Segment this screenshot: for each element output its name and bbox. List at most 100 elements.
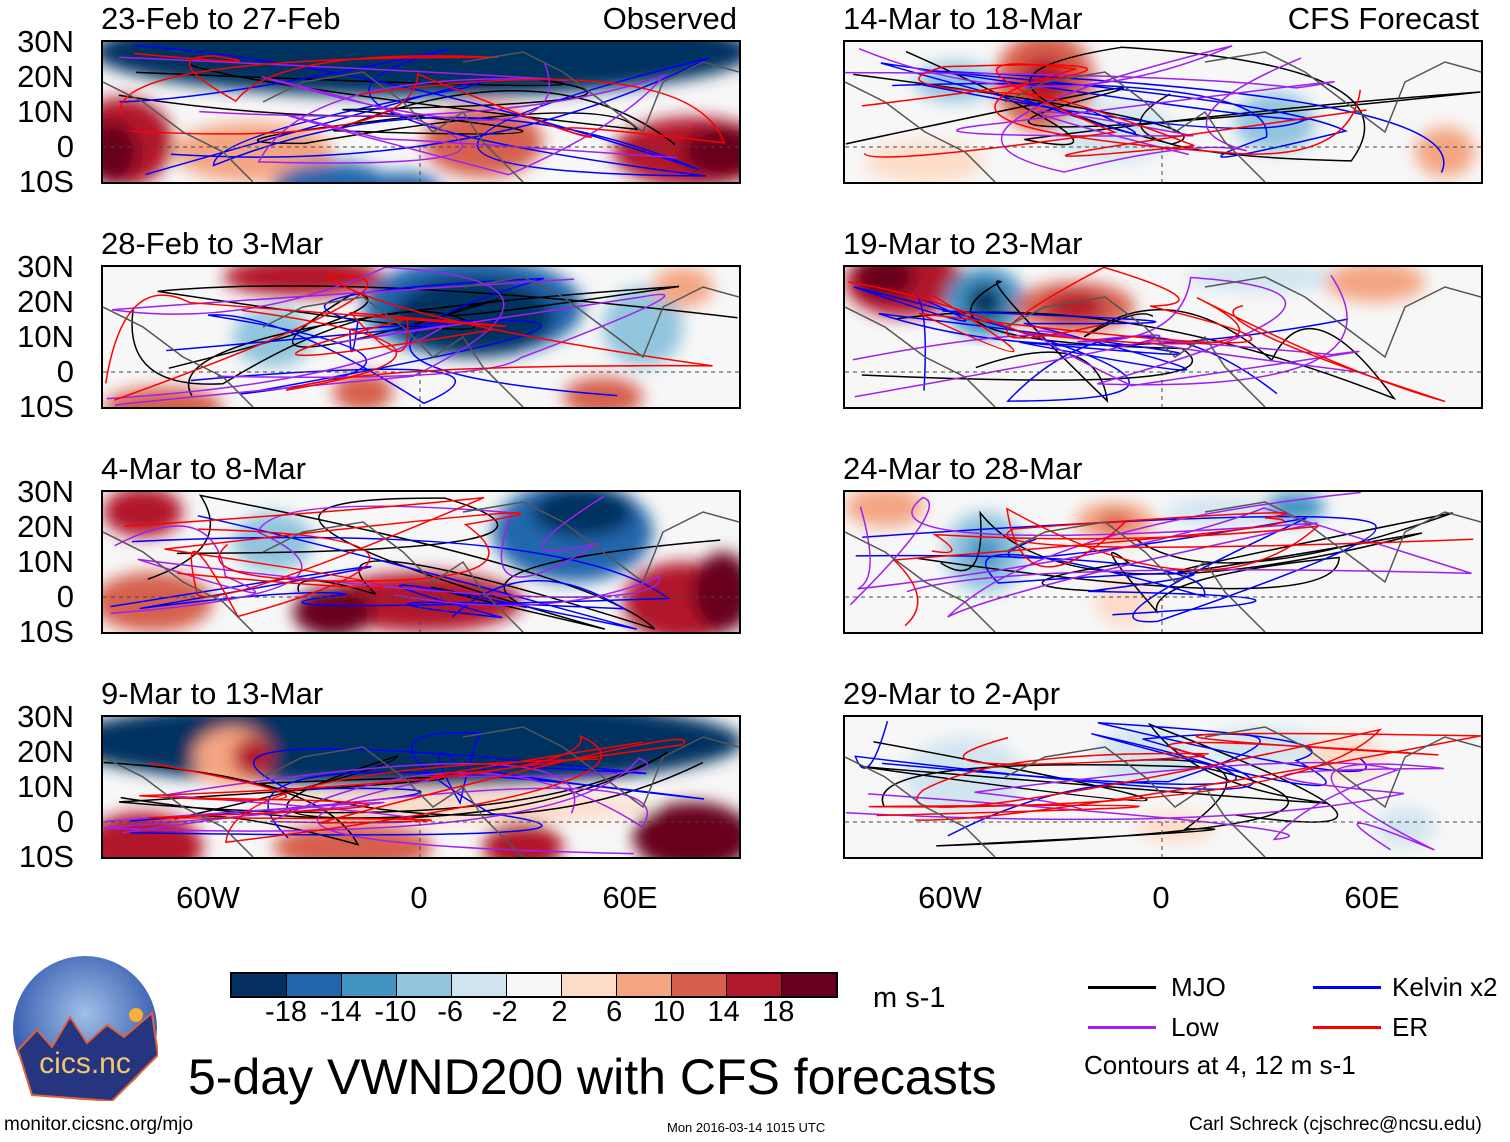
contour-line [190,314,542,405]
y-tick-label: 0 [56,354,74,389]
x-tick-label: 60E [1344,880,1400,915]
coastline [103,51,739,182]
panel-title: 24-Mar to 28-Mar [843,451,1083,486]
y-tick-label: 10S [18,164,74,199]
anomaly-region [967,284,1003,320]
legend-line-mjo [1088,986,1156,989]
contour-line [863,63,1362,158]
contour-line [845,763,1445,851]
x-tick-label: 60W [176,880,240,915]
y-tick-label: 30N [17,474,74,509]
colorbar-label: 6 [606,996,623,1028]
cics-logo: cics.nc [12,955,160,1103]
colorbar-swatch [397,974,452,996]
anomaly-region [103,122,138,182]
anomaly-region [1265,492,1325,522]
anomaly-region [223,267,383,297]
colorbar-swatch [782,974,836,996]
contour-line [119,52,498,116]
colorbar-swatch [617,974,672,996]
footer-url[interactable]: monitor.cicsnc.org/mjo [4,1114,194,1135]
coastline [103,501,739,632]
contour-line [164,512,522,589]
anomaly-region [1165,497,1285,527]
y-tick-label: 10N [17,544,74,579]
y-tick-label: 10N [17,319,74,354]
anomaly-region [633,802,739,857]
contour-line [119,48,709,177]
legend-line-er [1313,1026,1381,1029]
contour-line [861,64,1367,157]
y-tick-label: 10S [18,389,74,424]
anomaly-region [905,737,1025,817]
contour-line [114,274,713,401]
anomaly-region [483,822,563,857]
coastline [845,276,1481,407]
anomaly-map-panel [843,715,1483,859]
contour-line [892,512,1474,627]
y-tick-label: 10S [18,614,74,649]
anomaly-region [233,512,313,572]
y-tick-label: 10N [17,769,74,804]
contour-line [855,553,1257,616]
anomaly-map-panel [101,40,741,184]
anomaly-map-panel [843,265,1483,409]
y-tick-label: 20N [17,734,74,769]
footer-timestamp: Mon 2016-03-14 1015 UTC [667,1120,826,1135]
legend-label-er: ER [1392,1012,1429,1042]
anomaly-map-panel [101,490,741,634]
legend-line-low [1088,1026,1156,1029]
y-tick-label: 0 [56,129,74,164]
figure-title: 5-day VWND200 with CFS forecasts [188,1049,997,1105]
coastline [103,276,739,407]
anomaly-region [865,142,985,182]
anomaly-map-panel [843,40,1483,184]
contour-line [931,507,1320,571]
anomaly-region [103,492,183,537]
panel-title: 4-Mar to 8-Mar [101,451,306,486]
panel-source-label: Observed [602,1,737,36]
x-tick-label: 0 [1152,880,1170,915]
contour-line [119,56,568,164]
contour-line [147,494,656,630]
contour-line [110,536,671,610]
contour-line [168,285,680,397]
contour-line [147,738,686,824]
colorbar-swatch [672,974,727,996]
y-tick-label: 30N [17,24,74,59]
footer-author: Carl Schreck (cjschrec@ncsu.edu) [1189,1114,1482,1135]
coastline [845,501,1481,632]
anomaly-region [233,307,313,367]
contour-line [858,45,1302,173]
contour-line [854,274,1348,398]
panel-title: 14-Mar to 18-Mar [843,1,1083,36]
anomaly-region [1185,267,1345,292]
contour-line [845,50,1481,146]
anomaly-region [233,737,273,777]
contour-line [915,732,1481,821]
x-tick-label: 0 [410,880,428,915]
anomaly-region [1095,577,1155,627]
panel-title: 23-Feb to 27-Feb [101,1,341,36]
coastline [845,51,1481,182]
anomaly-region [103,572,213,632]
colorbar-label: -2 [491,996,518,1028]
contour-line [862,515,1377,623]
contour-line [104,294,506,384]
y-tick-label: 30N [17,699,74,734]
anomaly-region [563,377,643,407]
anomaly-map-panel [101,715,741,859]
panel-title: 29-Mar to 2-Apr [843,676,1061,711]
contour-line [940,510,1454,575]
coastline [845,726,1481,857]
anomaly-region [533,492,633,537]
legend-line-kelvin [1313,986,1381,989]
contour-line [845,71,1335,156]
svg-text:cics.nc: cics.nc [39,1047,131,1080]
colorbar-swatch [287,974,342,996]
colorbar [230,972,838,998]
contour-line [896,308,1397,401]
contour-line [892,70,1445,173]
anomaly-region [693,552,739,632]
y-tick-label: 20N [17,59,74,94]
